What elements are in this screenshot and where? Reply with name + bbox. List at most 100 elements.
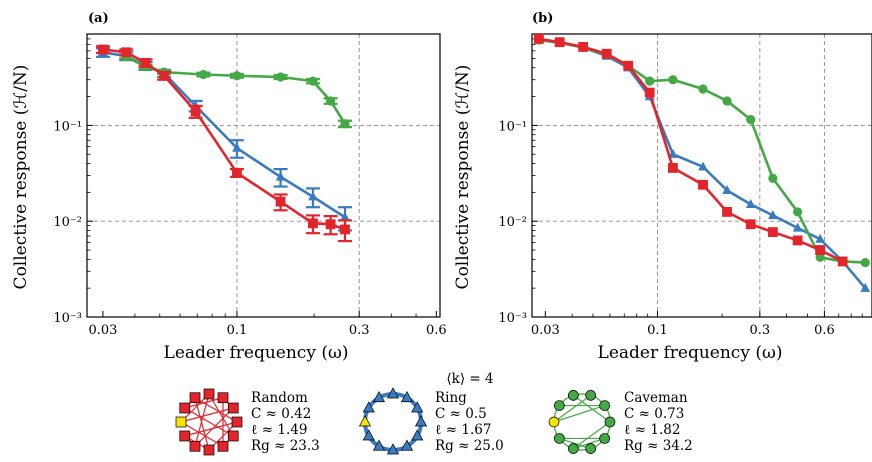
x-axis-label-left: Leader frequency (ω) — [164, 343, 349, 363]
data-point-random — [698, 179, 708, 190]
x-tick-label: 0.1 — [647, 323, 668, 338]
x-tick-label: 0.6 — [426, 323, 447, 338]
legend-edge — [184, 421, 238, 437]
legend-edge — [572, 394, 611, 423]
data-point-random — [325, 219, 336, 230]
data-point-random — [140, 57, 151, 68]
legend-node — [372, 439, 386, 451]
data-point-random — [159, 70, 170, 81]
y-tick-label: 10⁻² — [53, 215, 82, 230]
data-point-ring — [275, 171, 286, 181]
x-tick-label: 0.6 — [814, 323, 835, 338]
legend-node — [231, 416, 243, 428]
leader-node — [358, 415, 372, 427]
data-point-random — [668, 163, 678, 173]
data-point-ring — [722, 185, 732, 195]
data-point-ring — [232, 142, 242, 152]
data-point-random — [578, 42, 589, 52]
data-point-random — [534, 34, 544, 44]
data-point-random — [815, 245, 826, 255]
legend-ring-edge — [363, 392, 423, 452]
y-tick-label: 10⁻¹ — [53, 119, 82, 134]
legend-edge — [184, 397, 224, 409]
data-point-random — [837, 256, 848, 267]
data-point-ring — [745, 199, 756, 209]
legend-ring-Rg: Rg ≈ 25.0 — [435, 438, 504, 454]
legend-node — [411, 401, 424, 413]
data-point-ring — [698, 161, 708, 171]
y-axis-label-left: Collective response (ℋ/N) — [11, 65, 31, 290]
data-point-caveman — [308, 76, 318, 86]
legend-edge — [184, 407, 234, 437]
data-point-ring — [308, 191, 318, 201]
legend-edge — [180, 407, 234, 423]
data-point-random — [190, 106, 201, 117]
legend-node — [217, 392, 229, 404]
legend-caveman-C: C ≈ 0.73 — [624, 406, 684, 422]
leader-node — [175, 416, 187, 428]
data-point-caveman — [232, 71, 242, 81]
data-point-random — [722, 207, 732, 217]
legend-node — [179, 430, 191, 442]
legend-edge — [553, 404, 605, 423]
legend-node — [203, 444, 215, 456]
y-tick-label: 10⁻³ — [498, 311, 527, 326]
series-line-ring — [102, 50, 346, 219]
legend-node — [227, 402, 239, 414]
data-point-caveman — [668, 75, 678, 85]
data-point-random — [623, 60, 634, 71]
data-point-random — [767, 227, 778, 237]
data-point-caveman — [860, 257, 870, 268]
legend-node — [217, 440, 229, 452]
legend-node — [189, 392, 201, 404]
x-tick-label: 0.1 — [227, 323, 248, 338]
chart-panel-b: 10⁻³ 10⁻² 10⁻¹ 0.03 0.1 0.3 0.6 — [498, 33, 872, 338]
legend-caveman-name: Caveman — [624, 390, 688, 406]
y-tick-label: 10⁻³ — [53, 311, 82, 326]
leader-node — [548, 416, 560, 428]
legend-random-Rg: Rg ≈ 23.3 — [251, 438, 320, 454]
legend-random-name: Random — [251, 390, 308, 406]
chart-panel-a: 10⁻³ 10⁻² 10⁻¹ 0.03 0.1 0.3 0.6 — [53, 33, 447, 338]
data-point-ring — [860, 282, 871, 292]
data-point-random — [554, 37, 565, 48]
data-point-caveman — [275, 72, 286, 82]
legend-node — [585, 443, 597, 454]
panel-label-b: (b) — [532, 11, 553, 26]
data-point-random — [745, 219, 756, 230]
data-point-caveman — [645, 76, 655, 86]
data-point-caveman — [768, 173, 778, 183]
legend-ring-C: C ≈ 0.5 — [435, 406, 487, 422]
legend-ring-l: ℓ ≈ 1.67 — [435, 422, 491, 438]
x-axis-label-right: Leader frequency (ω) — [598, 343, 783, 363]
data-point-caveman — [815, 252, 825, 262]
series-line-caveman — [538, 38, 866, 264]
x-tick-label: 0.03 — [88, 323, 117, 338]
data-point-caveman — [198, 69, 209, 80]
legend-node — [553, 400, 565, 411]
legend-ring-name: Ring — [435, 390, 467, 406]
data-point-random — [275, 196, 286, 207]
data-point-caveman — [793, 207, 803, 217]
legend-node — [599, 433, 611, 444]
legend-edge — [194, 407, 234, 447]
data-point-caveman — [698, 84, 708, 94]
legend-header: ⟨k⟩ = 4 — [446, 371, 493, 387]
data-point-random — [121, 47, 132, 58]
data-point-caveman — [340, 119, 350, 129]
data-point-random — [601, 48, 612, 59]
y-tick-label: 10⁻¹ — [498, 119, 527, 134]
legend-node — [604, 416, 616, 428]
legend-node — [411, 429, 424, 441]
legend-node — [400, 391, 414, 403]
legend-node — [414, 415, 428, 427]
legend-node — [362, 401, 375, 413]
series-line-random — [102, 48, 346, 231]
series-line-caveman — [125, 55, 347, 125]
data-point-caveman — [722, 96, 732, 106]
legend-edge — [553, 394, 592, 423]
